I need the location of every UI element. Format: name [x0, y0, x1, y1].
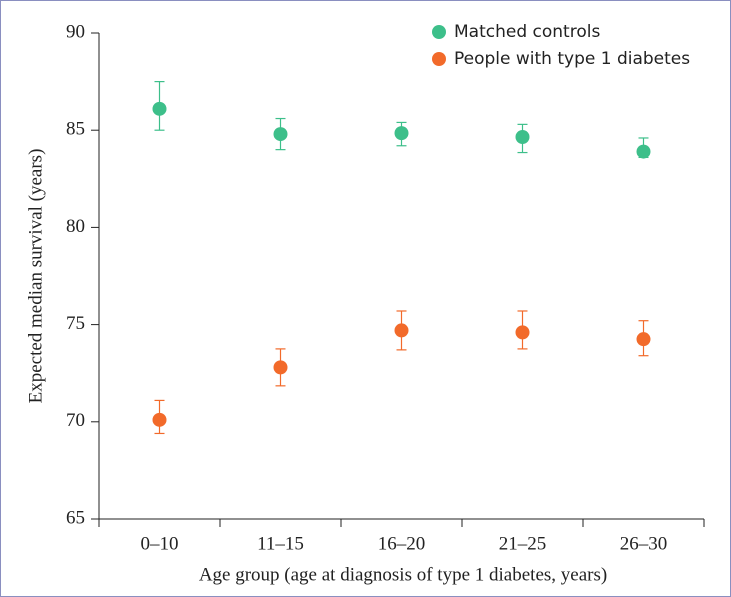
y-tick-label: 90	[66, 21, 85, 42]
y-axis-label: Expected median survival (years)	[25, 149, 46, 404]
point	[394, 126, 409, 141]
point	[636, 144, 651, 159]
legend-marker	[432, 52, 446, 66]
x-tick-label: 21–25	[499, 533, 547, 554]
point	[515, 325, 530, 340]
x-tick-label: 26–30	[620, 533, 668, 554]
point	[515, 130, 530, 145]
point	[394, 323, 409, 338]
point	[273, 360, 288, 375]
x-tick-label: 16–20	[378, 533, 426, 554]
legend-marker	[432, 25, 446, 39]
point	[152, 101, 167, 116]
point	[152, 412, 167, 427]
legend-label: Matched controls	[454, 22, 600, 42]
y-tick-label: 75	[66, 313, 85, 334]
x-tick-label: 11–15	[257, 533, 304, 554]
point	[273, 127, 288, 142]
point	[636, 332, 651, 347]
y-tick-label: 85	[66, 119, 85, 140]
legend-label: People with type 1 diabetes	[454, 49, 690, 69]
legend: Matched controls People with type 1 diabe…	[432, 22, 690, 69]
x-axis-label: Age group (age at diagnosis of type 1 di…	[199, 564, 607, 585]
x-tick-label: 0–10	[141, 533, 179, 554]
y-tick-label: 70	[66, 410, 85, 431]
y-tick-label: 65	[66, 507, 85, 528]
y-tick-label: 80	[66, 216, 85, 237]
